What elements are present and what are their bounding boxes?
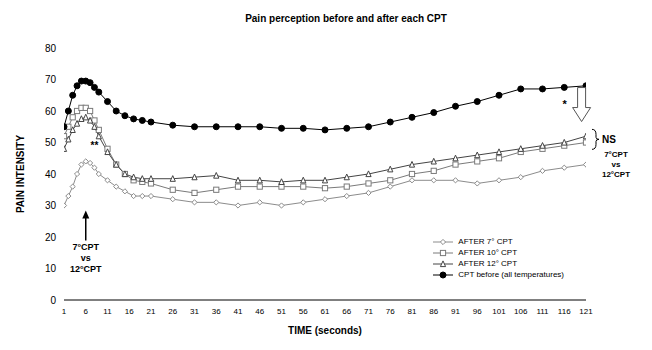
svg-text:16: 16: [125, 307, 134, 316]
svg-text:80: 80: [45, 43, 57, 54]
svg-text:21: 21: [147, 307, 156, 316]
svg-text:vs: vs: [612, 160, 621, 169]
svg-text:36: 36: [212, 307, 221, 316]
svg-text:51: 51: [277, 307, 286, 316]
html-text:Pain perception before and aft: Pain perception before and after each CP…: [245, 13, 447, 24]
svg-text:12°CPT: 12°CPT: [602, 170, 630, 179]
svg-text:121: 121: [579, 307, 593, 316]
svg-text:101: 101: [492, 307, 506, 316]
svg-text:6: 6: [84, 307, 89, 316]
svg-text:40: 40: [45, 169, 57, 180]
svg-text:12°CPT: 12°CPT: [70, 264, 102, 274]
svg-text:70: 70: [45, 74, 57, 85]
svg-text:20: 20: [45, 232, 57, 243]
svg-text:10: 10: [45, 263, 57, 274]
svg-text:0: 0: [50, 295, 56, 306]
svg-text:50: 50: [45, 137, 57, 148]
svg-text:46: 46: [255, 307, 264, 316]
svg-text:TIME (seconds): TIME (seconds): [288, 325, 362, 336]
svg-text:vs: vs: [81, 253, 91, 263]
svg-text:71: 71: [364, 307, 373, 316]
svg-text:7°CPT: 7°CPT: [72, 242, 99, 252]
svg-text:31: 31: [190, 307, 199, 316]
svg-text:61: 61: [321, 307, 330, 316]
svg-text:111: 111: [536, 307, 549, 316]
html-text:AFTER 7° CPT: AFTER 7° CPT: [458, 237, 513, 246]
svg-text:86: 86: [429, 307, 438, 316]
svg-text:60: 60: [45, 106, 57, 117]
svg-text:56: 56: [299, 307, 308, 316]
svg-text:30: 30: [45, 200, 57, 211]
svg-text:41: 41: [234, 307, 243, 316]
html-text:AFTER 12° CPT: AFTER 12° CPT: [458, 259, 518, 268]
svg-text:PAIN INTENSITY: PAIN INTENSITY: [15, 135, 26, 213]
svg-text:1: 1: [62, 307, 67, 316]
svg-text:96: 96: [473, 307, 482, 316]
svg-text:NS: NS: [602, 134, 616, 145]
svg-text:**: **: [91, 140, 99, 151]
html-text:AFTER 10° CPT: AFTER 10° CPT: [458, 248, 518, 257]
svg-text:76: 76: [386, 307, 395, 316]
svg-text:91: 91: [451, 307, 460, 316]
svg-text:26: 26: [168, 307, 177, 316]
svg-text:*: *: [562, 98, 567, 110]
svg-text:11: 11: [103, 307, 112, 316]
svg-text:106: 106: [514, 307, 528, 316]
svg-text:116: 116: [558, 307, 571, 316]
svg-text:81: 81: [408, 307, 417, 316]
svg-text:66: 66: [342, 307, 351, 316]
html-text:CPT before (all temperatures): CPT before (all temperatures): [458, 270, 564, 279]
svg-text:7°CPT: 7°CPT: [604, 150, 628, 159]
